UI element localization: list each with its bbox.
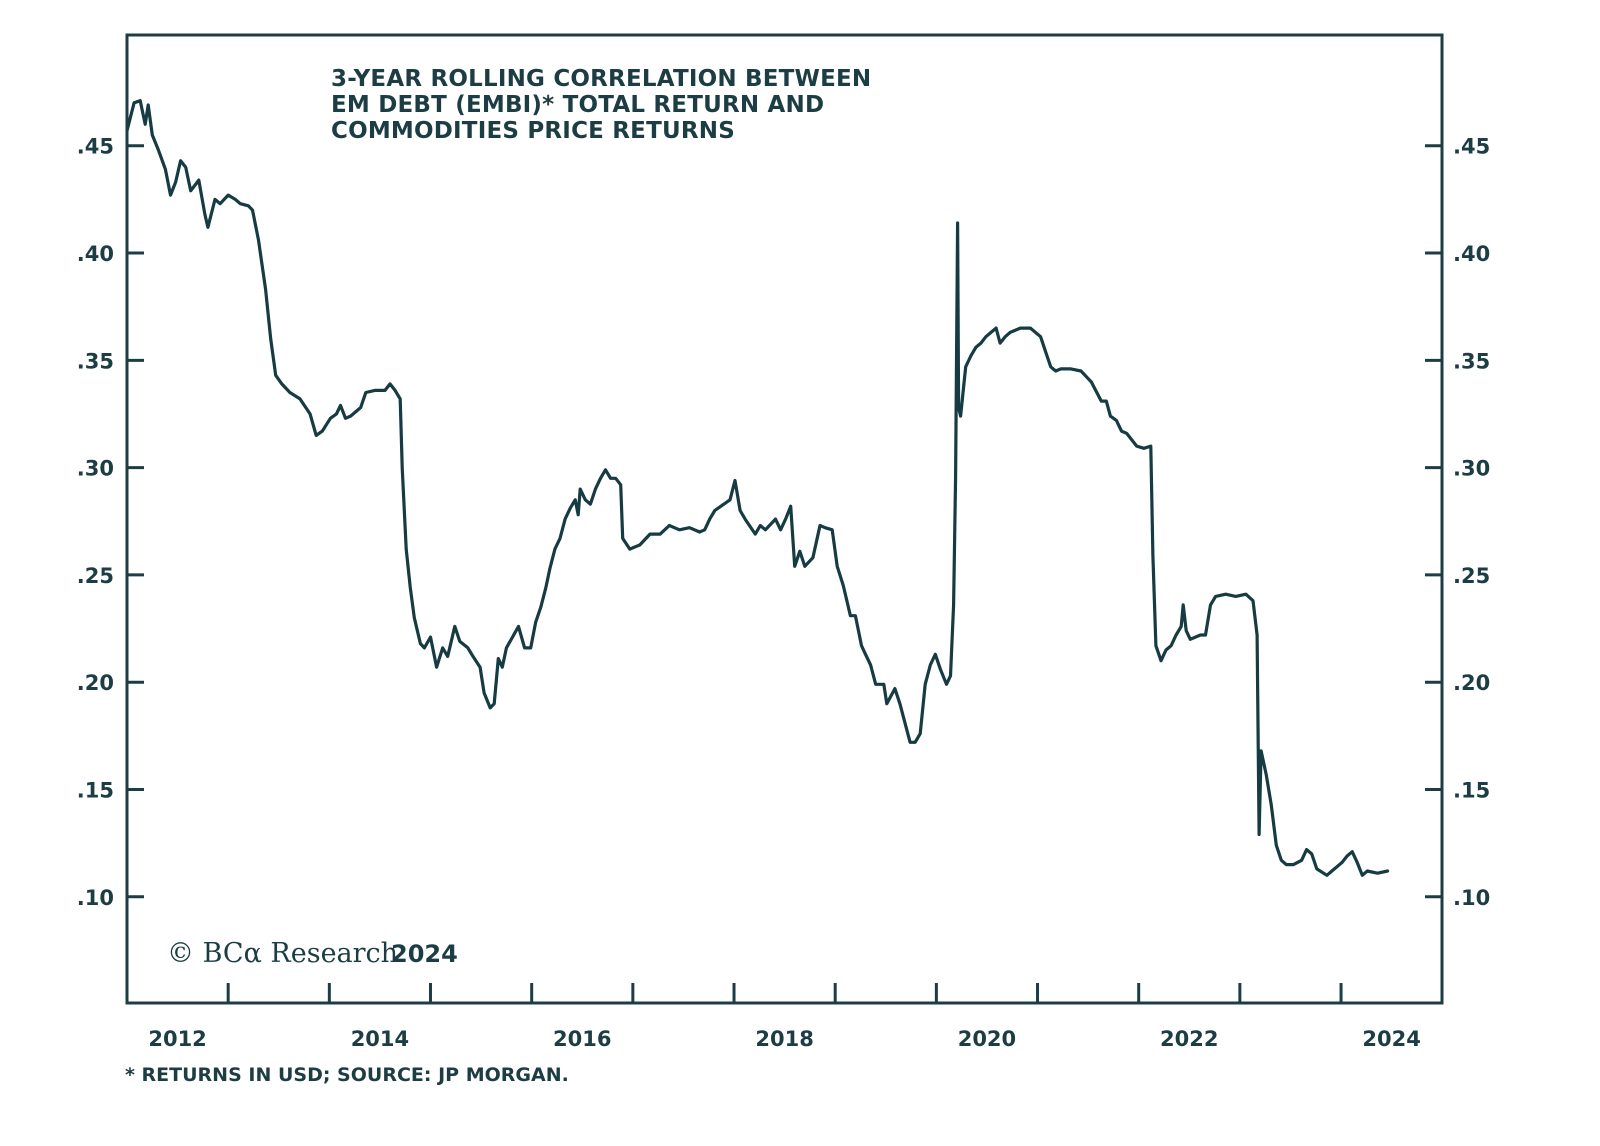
x-tick-label-2018: 2018 — [755, 1027, 813, 1051]
chart-title-line-1: 3-YEAR ROLLING CORRELATION BETWEEN — [331, 66, 871, 92]
y-tick-label-right: .20 — [1453, 671, 1490, 695]
axis-ticks — [127, 144, 1442, 1003]
y-tick-label-left: .10 — [77, 886, 114, 910]
copyright-watermark: © BCα Research 2024 — [167, 938, 458, 969]
x-tick-label-2014: 2014 — [351, 1027, 409, 1051]
y-tick-label-left: .45 — [77, 135, 114, 159]
series-layer — [125, 99, 1390, 877]
x-tick-label-2024: 2024 — [1362, 1027, 1420, 1051]
y-tick-label-left: .35 — [77, 349, 114, 373]
chart-title-line-2: EM DEBT (EMBI)* TOTAL RETURN AND — [331, 92, 824, 118]
plot-frame — [125, 33, 1444, 1005]
footnote: * RETURNS IN USD; SOURCE: JP MORGAN. — [125, 1064, 569, 1086]
y-tick-label-left: .30 — [77, 457, 114, 481]
copyright-year: 2024 — [391, 940, 458, 968]
y-tick-label-right: .10 — [1453, 886, 1490, 910]
x-tick-label-2020: 2020 — [958, 1027, 1016, 1051]
y-tick-label-right: .40 — [1453, 242, 1490, 266]
x-tick-label-2016: 2016 — [553, 1027, 611, 1051]
y-tick-label-left: .20 — [77, 671, 114, 695]
x-tick-label-2012: 2012 — [148, 1027, 206, 1051]
y-tick-label-left: .40 — [77, 242, 114, 266]
y-axis-right: .10 .15 .20 .25 .30 .35 .40 .45 — [1453, 135, 1490, 910]
chart-title-line-3: COMMODITIES PRICE RETURNS — [331, 118, 735, 144]
y-tick-label-right: .15 — [1453, 778, 1490, 802]
y-tick-label-left: .15 — [77, 778, 114, 802]
y-tick-label-right: .30 — [1453, 457, 1490, 481]
chart-title: 3-YEAR ROLLING CORRELATION BETWEEN EM DE… — [331, 66, 871, 144]
copyright-text: © BCα Research — [167, 938, 398, 969]
y-tick-label-right: .45 — [1453, 135, 1490, 159]
y-tick-label-right: .25 — [1453, 564, 1490, 588]
series-line-0 — [125, 99, 1390, 877]
y-axis-left: .10 .15 .20 .25 .30 .35 .40 .45 — [77, 135, 114, 910]
y-tick-label-right: .35 — [1453, 349, 1490, 373]
x-tick-label-2022: 2022 — [1160, 1027, 1218, 1051]
y-tick-label-left: .25 — [77, 564, 114, 588]
x-axis: 2012 2014 2016 2018 2020 2022 2024 — [148, 1027, 1420, 1051]
